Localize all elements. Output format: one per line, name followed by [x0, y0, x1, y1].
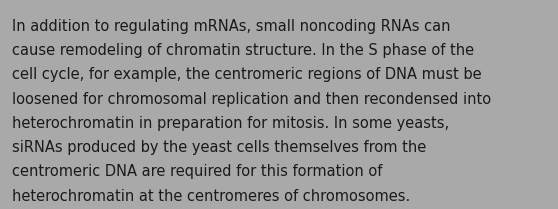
- Text: heterochromatin at the centromeres of chromosomes.: heterochromatin at the centromeres of ch…: [12, 189, 411, 204]
- Text: centromeric DNA are required for this formation of: centromeric DNA are required for this fo…: [12, 164, 383, 179]
- Text: In addition to regulating mRNAs, small noncoding RNAs can: In addition to regulating mRNAs, small n…: [12, 19, 451, 34]
- Text: heterochromatin in preparation for mitosis. In some yeasts,: heterochromatin in preparation for mitos…: [12, 116, 449, 131]
- Text: loosened for chromosomal replication and then recondensed into: loosened for chromosomal replication and…: [12, 92, 492, 107]
- Text: siRNAs produced by the yeast cells themselves from the: siRNAs produced by the yeast cells thems…: [12, 140, 426, 155]
- Text: cell cycle, for example, the centromeric regions of DNA must be: cell cycle, for example, the centromeric…: [12, 67, 482, 82]
- Text: cause remodeling of chromatin structure. In the S phase of the: cause remodeling of chromatin structure.…: [12, 43, 474, 58]
